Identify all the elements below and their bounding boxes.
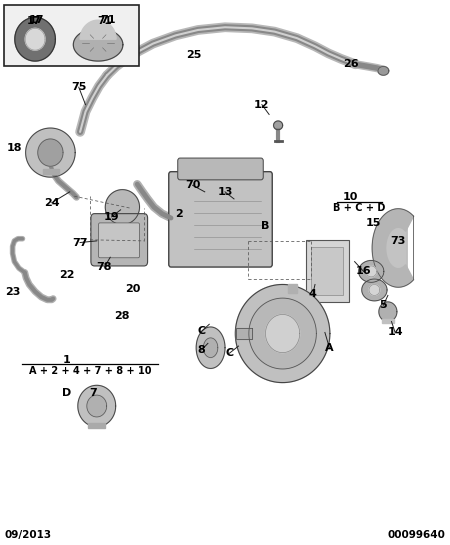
FancyBboxPatch shape [306, 240, 349, 302]
Polygon shape [382, 319, 394, 323]
Text: 25: 25 [186, 50, 201, 59]
Polygon shape [73, 28, 123, 61]
Text: 15: 15 [366, 219, 381, 228]
Polygon shape [362, 279, 387, 301]
Text: 8: 8 [198, 345, 206, 355]
Polygon shape [366, 266, 377, 277]
Text: 17: 17 [27, 16, 41, 26]
FancyBboxPatch shape [99, 223, 140, 258]
Text: B: B [261, 221, 270, 231]
Polygon shape [203, 338, 218, 358]
Text: 28: 28 [114, 311, 129, 321]
Text: B + C + D: B + C + D [333, 203, 385, 213]
Text: 73: 73 [391, 236, 406, 246]
Text: 71: 71 [97, 16, 112, 26]
Polygon shape [80, 20, 116, 39]
Text: 18: 18 [7, 143, 22, 153]
Text: 7: 7 [90, 389, 98, 398]
Text: 17: 17 [29, 15, 45, 25]
Text: D: D [62, 389, 71, 398]
Text: 77: 77 [72, 238, 88, 247]
FancyBboxPatch shape [169, 172, 272, 267]
Text: 70: 70 [185, 180, 200, 190]
Polygon shape [38, 139, 63, 166]
Text: 26: 26 [343, 59, 359, 69]
Polygon shape [26, 128, 75, 177]
Bar [4, 5, 139, 66]
Text: A: A [325, 343, 334, 353]
Text: C: C [198, 326, 206, 336]
Text: C: C [225, 348, 234, 358]
Text: 75: 75 [71, 82, 86, 92]
Polygon shape [359, 261, 384, 282]
Text: 71: 71 [100, 15, 116, 25]
Text: 22: 22 [59, 270, 74, 280]
Polygon shape [377, 215, 407, 281]
Text: 09/2013: 09/2013 [4, 530, 52, 540]
Polygon shape [274, 121, 283, 130]
Text: 20: 20 [125, 284, 140, 294]
Polygon shape [369, 284, 380, 295]
FancyBboxPatch shape [91, 214, 148, 266]
FancyBboxPatch shape [311, 247, 343, 295]
Polygon shape [236, 328, 252, 339]
Polygon shape [196, 327, 225, 368]
Text: 19: 19 [104, 212, 119, 222]
FancyBboxPatch shape [178, 158, 263, 180]
Text: 16: 16 [356, 267, 371, 276]
Text: 10: 10 [342, 192, 358, 202]
Text: 2: 2 [175, 209, 183, 219]
Polygon shape [15, 17, 55, 61]
Polygon shape [379, 302, 397, 322]
Text: 4: 4 [309, 289, 317, 299]
Polygon shape [288, 284, 297, 293]
Text: 14: 14 [387, 328, 403, 337]
Polygon shape [105, 190, 140, 225]
Polygon shape [78, 385, 116, 427]
Text: 1: 1 [63, 355, 71, 365]
Polygon shape [372, 209, 414, 287]
Polygon shape [378, 66, 389, 75]
Polygon shape [88, 423, 105, 428]
Polygon shape [249, 298, 316, 369]
Text: 5: 5 [380, 300, 387, 310]
Text: 13: 13 [217, 187, 233, 197]
Polygon shape [25, 28, 45, 50]
Polygon shape [235, 284, 330, 383]
Polygon shape [43, 169, 58, 174]
Text: 12: 12 [254, 100, 270, 110]
Text: 00099640: 00099640 [387, 530, 446, 540]
Text: 23: 23 [5, 287, 20, 296]
Polygon shape [87, 395, 107, 417]
Text: A + 2 + 4 + 7 + 8 + 10: A + 2 + 4 + 7 + 8 + 10 [29, 366, 151, 376]
Text: 24: 24 [44, 198, 59, 208]
Text: 78: 78 [97, 262, 112, 272]
Polygon shape [266, 314, 300, 353]
